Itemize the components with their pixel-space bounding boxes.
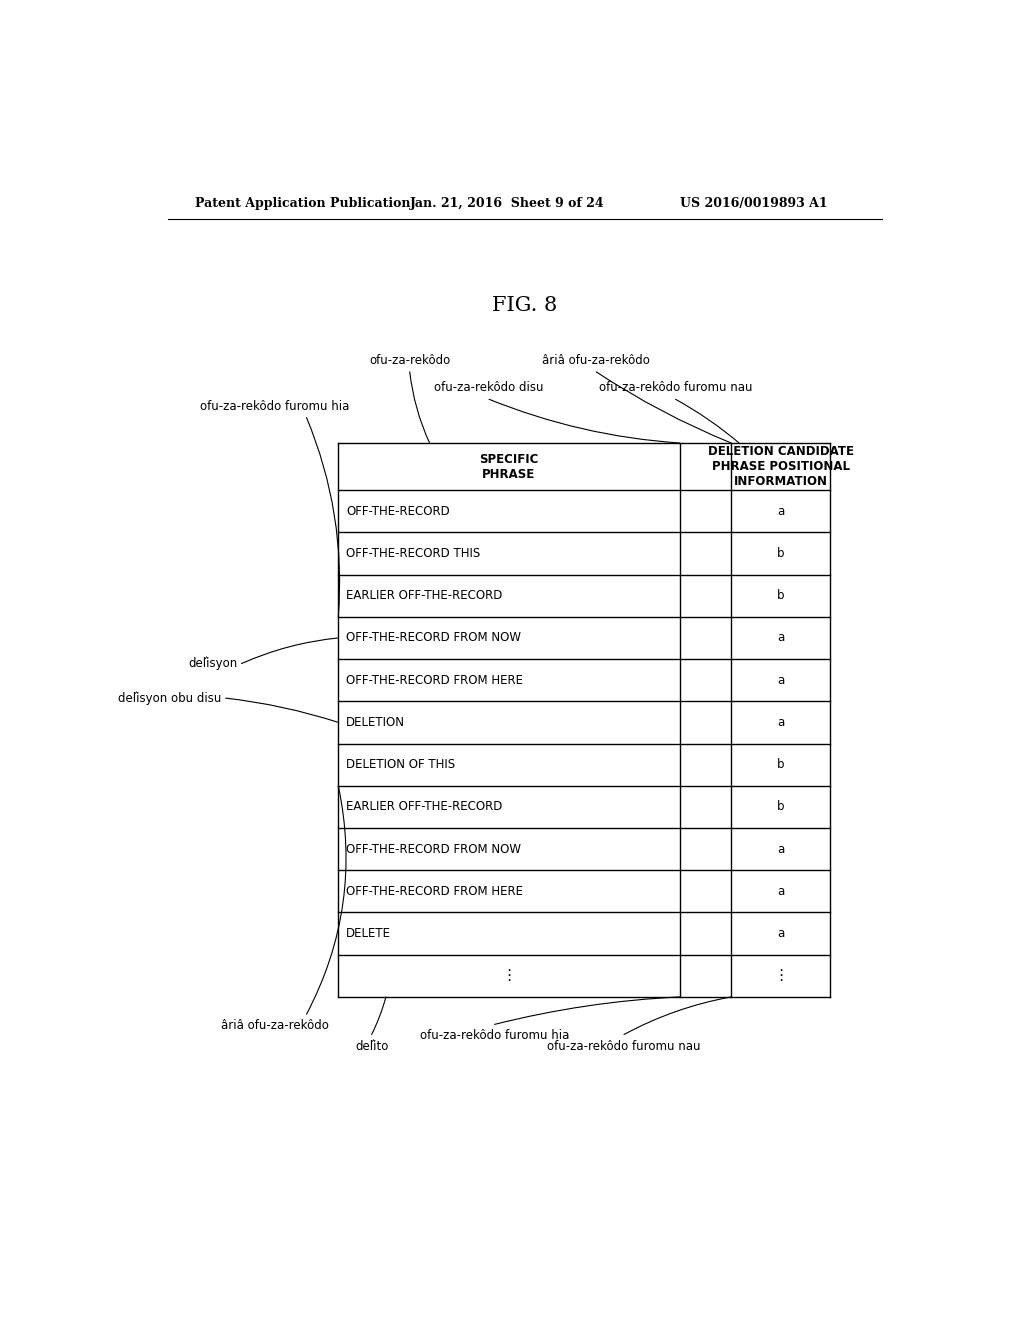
Text: OFF-THE-RECORD FROM NOW: OFF-THE-RECORD FROM NOW xyxy=(346,842,521,855)
Text: DELETE: DELETE xyxy=(346,927,391,940)
Text: âriâ ofu-za-rekôdo: âriâ ofu-za-rekôdo xyxy=(221,1019,329,1032)
Text: b: b xyxy=(777,589,784,602)
Text: âriâ ofu-za-rekôdo: âriâ ofu-za-rekôdo xyxy=(543,354,650,367)
Text: delîsyon obu disu: delîsyon obu disu xyxy=(118,692,221,705)
Text: a: a xyxy=(777,927,784,940)
Text: a: a xyxy=(777,715,784,729)
Text: Jan. 21, 2016  Sheet 9 of 24: Jan. 21, 2016 Sheet 9 of 24 xyxy=(410,197,604,210)
Text: EARLIER OFF-THE-RECORD: EARLIER OFF-THE-RECORD xyxy=(346,589,503,602)
Text: Patent Application Publication: Patent Application Publication xyxy=(196,197,411,210)
Text: EARLIER OFF-THE-RECORD: EARLIER OFF-THE-RECORD xyxy=(346,800,503,813)
Text: DELETION: DELETION xyxy=(346,715,406,729)
Text: delîto: delîto xyxy=(355,1040,388,1052)
Text: ofu-za-rekôdo disu: ofu-za-rekôdo disu xyxy=(434,381,544,395)
Text: DELETION OF THIS: DELETION OF THIS xyxy=(346,758,456,771)
Text: OFF-THE-RECORD FROM HERE: OFF-THE-RECORD FROM HERE xyxy=(346,884,523,898)
Text: ofu-za-rekôdo furomu nau: ofu-za-rekôdo furomu nau xyxy=(599,381,753,395)
Text: OFF-THE-RECORD FROM NOW: OFF-THE-RECORD FROM NOW xyxy=(346,631,521,644)
Text: ⋮: ⋮ xyxy=(773,969,788,983)
Text: b: b xyxy=(777,800,784,813)
Text: ofu-za-rekôdo furomu hia: ofu-za-rekôdo furomu hia xyxy=(420,1030,569,1043)
Text: ofu-za-rekôdo furomu nau: ofu-za-rekôdo furomu nau xyxy=(547,1040,700,1052)
Text: a: a xyxy=(777,673,784,686)
Text: OFF-THE-RECORD: OFF-THE-RECORD xyxy=(346,504,450,517)
Text: ofu-za-rekôdo: ofu-za-rekôdo xyxy=(369,354,451,367)
Text: a: a xyxy=(777,842,784,855)
Text: OFF-THE-RECORD FROM HERE: OFF-THE-RECORD FROM HERE xyxy=(346,673,523,686)
Text: b: b xyxy=(777,758,784,771)
Text: SPECIFIC
PHRASE: SPECIFIC PHRASE xyxy=(479,453,539,480)
Text: ofu-za-rekôdo furomu hia: ofu-za-rekôdo furomu hia xyxy=(200,400,349,412)
Text: US 2016/0019893 A1: US 2016/0019893 A1 xyxy=(680,197,827,210)
Text: OFF-THE-RECORD THIS: OFF-THE-RECORD THIS xyxy=(346,546,480,560)
Text: a: a xyxy=(777,884,784,898)
Text: ⋮: ⋮ xyxy=(502,969,516,983)
Text: b: b xyxy=(777,546,784,560)
Text: DELETION CANDIDATE
PHRASE POSITIONAL
INFORMATION: DELETION CANDIDATE PHRASE POSITIONAL INF… xyxy=(708,445,854,488)
Text: delîsyon: delîsyon xyxy=(188,657,238,671)
Text: FIG. 8: FIG. 8 xyxy=(493,296,557,315)
Text: a: a xyxy=(777,631,784,644)
Text: a: a xyxy=(777,504,784,517)
